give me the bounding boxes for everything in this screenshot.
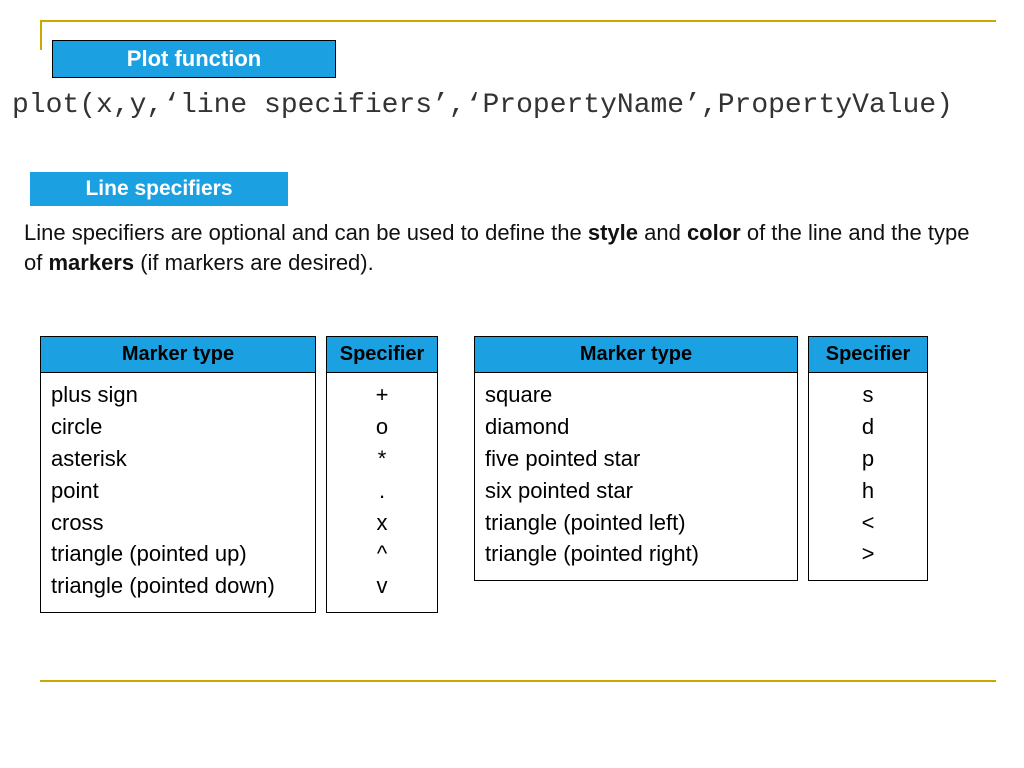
table-row: cross: [51, 507, 305, 539]
table-left-markers: Marker type plus sign circle asterisk po…: [40, 336, 316, 613]
table-row: <: [819, 507, 917, 539]
frame-bottom-rule: [40, 680, 996, 682]
table-row: x: [337, 507, 427, 539]
table-row: asterisk: [51, 443, 305, 475]
column-header: Specifier: [326, 336, 438, 373]
section-description: Line specifiers are optional and can be …: [24, 218, 984, 277]
table-row: square: [485, 379, 787, 411]
desc-bold-color: color: [687, 220, 741, 245]
table-left-group: Marker type plus sign circle asterisk po…: [40, 336, 438, 613]
table-row: h: [819, 475, 917, 507]
section-title: Line specifiers: [85, 177, 232, 201]
table-right-specifiers: Specifier s d p h < >: [808, 336, 928, 581]
table-row: o: [337, 411, 427, 443]
table-row: .: [337, 475, 427, 507]
frame-left-rule: [40, 20, 42, 50]
frame-top-rule: [40, 20, 996, 22]
table-right-markers: Marker type square diamond five pointed …: [474, 336, 798, 581]
table-row: p: [819, 443, 917, 475]
table-body: s d p h < >: [808, 373, 928, 581]
table-row: >: [819, 538, 917, 570]
column-header: Marker type: [474, 336, 798, 373]
table-row: plus sign: [51, 379, 305, 411]
desc-text: and: [638, 220, 687, 245]
table-row: v: [337, 570, 427, 602]
column-header: Specifier: [808, 336, 928, 373]
table-row: circle: [51, 411, 305, 443]
table-body: + o * . x ^ v: [326, 373, 438, 613]
desc-text: (if markers are desired).: [134, 250, 374, 275]
section-title-tab: Line specifiers: [30, 172, 288, 206]
desc-bold-style: style: [588, 220, 638, 245]
table-row: six pointed star: [485, 475, 787, 507]
desc-bold-markers: markers: [48, 250, 134, 275]
table-row: triangle (pointed left): [485, 507, 787, 539]
page-title-tab: Plot function: [52, 40, 336, 78]
table-row: s: [819, 379, 917, 411]
tables-container: Marker type plus sign circle asterisk po…: [40, 336, 928, 613]
table-row: triangle (pointed right): [485, 538, 787, 570]
table-row: triangle (pointed up): [51, 538, 305, 570]
column-header: Marker type: [40, 336, 316, 373]
page-title: Plot function: [127, 46, 261, 72]
table-row: ^: [337, 538, 427, 570]
table-row: *: [337, 443, 427, 475]
table-row: triangle (pointed down): [51, 570, 305, 602]
desc-text: Line specifiers are optional and can be …: [24, 220, 588, 245]
table-row: point: [51, 475, 305, 507]
table-left-specifiers: Specifier + o * . x ^ v: [326, 336, 438, 613]
table-row: d: [819, 411, 917, 443]
table-row: five pointed star: [485, 443, 787, 475]
table-body: plus sign circle asterisk point cross tr…: [40, 373, 316, 613]
table-row: diamond: [485, 411, 787, 443]
table-body: square diamond five pointed star six poi…: [474, 373, 798, 581]
table-row: +: [337, 379, 427, 411]
code-syntax: plot(x,y,‘line specifiers’,‘PropertyName…: [12, 90, 953, 121]
table-right-group: Marker type square diamond five pointed …: [474, 336, 928, 613]
